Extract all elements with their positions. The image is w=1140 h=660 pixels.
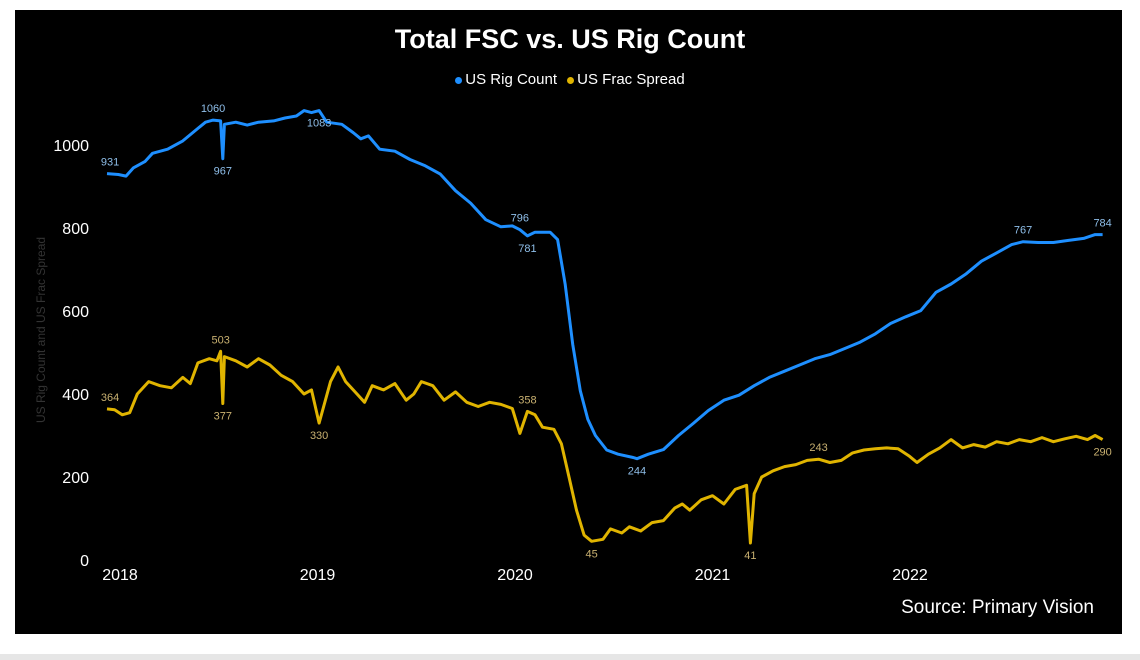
data-label: 45 <box>586 548 598 560</box>
data-label: 931 <box>101 157 119 169</box>
data-label: 796 <box>511 213 529 225</box>
y-tick-label-800: 800 <box>62 221 89 238</box>
legend-label-rig-count: US Rig Count <box>465 71 557 88</box>
data-label: 781 <box>518 243 536 255</box>
legend-marker-rig-count <box>455 76 463 84</box>
series-line-us-rig-count <box>106 109 1103 461</box>
data-label: 967 <box>214 166 232 178</box>
x-tick-label-2018: 2018 <box>102 567 138 584</box>
legend-label-frac-spread: US Frac Spread <box>577 71 685 88</box>
data-label: 767 <box>1014 225 1032 237</box>
chart-title: Total FSC vs. US Rig Count <box>394 24 746 54</box>
data-label: 290 <box>1093 447 1111 459</box>
data-label: 244 <box>628 466 646 478</box>
data-label: 358 <box>518 394 536 406</box>
data-label: 364 <box>101 392 119 404</box>
data-label: 330 <box>310 430 328 442</box>
series-line-us-frac-spread <box>106 349 1104 545</box>
x-tick-label-2020: 2020 <box>497 567 533 584</box>
y-tick-label-1000: 1000 <box>53 138 89 155</box>
data-label: 503 <box>211 334 229 346</box>
bottom-scrollbar-band <box>0 654 1140 660</box>
y-tick-label-600: 600 <box>62 304 89 321</box>
legend: US Rig Count US Frac Spread <box>0 71 1140 88</box>
legend-marker-frac-spread <box>567 76 575 84</box>
x-tick-label-2022: 2022 <box>892 567 928 584</box>
x-tick-label-2019: 2019 <box>300 567 336 584</box>
legend-item-rig-count[interactable]: US Rig Count <box>455 71 557 88</box>
y-tick-label-0: 0 <box>80 553 89 570</box>
data-label: 784 <box>1093 218 1111 230</box>
data-label: 377 <box>214 411 232 423</box>
data-label: 243 <box>809 442 827 454</box>
data-label: 41 <box>744 550 756 562</box>
data-label: 1060 <box>201 103 225 115</box>
y-tick-label-200: 200 <box>62 470 89 487</box>
source-note: Source: Primary Vision <box>901 597 1094 618</box>
y-tick-label-400: 400 <box>62 387 89 404</box>
data-label: 1083 <box>307 118 331 130</box>
x-tick-label-2021: 2021 <box>695 567 731 584</box>
legend-item-frac-spread[interactable]: US Frac Spread <box>567 71 685 88</box>
